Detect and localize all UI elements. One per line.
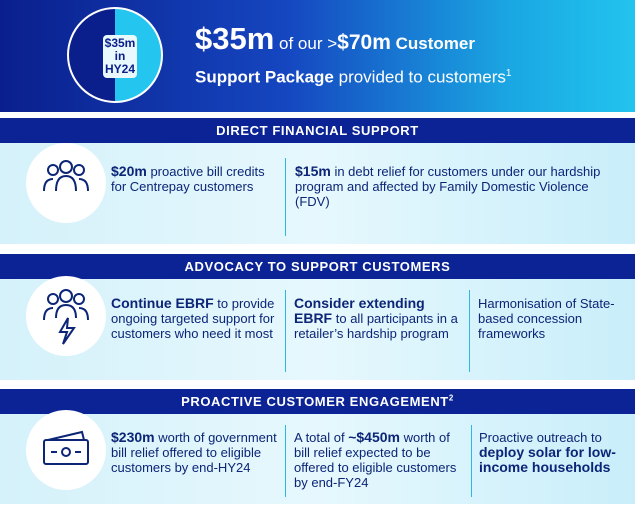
item-text: $20m proactive bill credits for Centrepa… <box>111 163 276 195</box>
footnote-ref: 2 <box>448 393 454 403</box>
item-text: Continue EBRF to provide ongoing targete… <box>111 295 279 342</box>
footnote-ref: 1 <box>505 68 512 79</box>
item-emphasis: ~$450m <box>348 429 400 445</box>
item-text: Proactive outreach to deploy solar for l… <box>479 430 629 475</box>
section-panel <box>0 279 635 380</box>
headline-total: $70m <box>337 31 391 54</box>
section-title: DIRECT FINANCIAL SUPPORT <box>0 118 635 143</box>
item-segment: worth of bill relief expected to be offe… <box>294 430 457 490</box>
column-divider <box>285 158 286 236</box>
headline-text: Customer <box>395 34 475 53</box>
section-title-text: ADVOCACY TO SUPPORT CUSTOMERS <box>184 259 451 274</box>
item-emphasis: deploy solar for low-income households <box>479 444 616 475</box>
section-panel <box>0 414 635 504</box>
item-emphasis: $230m <box>111 429 155 445</box>
badge-circle <box>67 7 163 103</box>
item-segment: in debt relief for customers under our h… <box>295 164 601 209</box>
item-emphasis: Continue EBRF <box>111 295 214 311</box>
item-segment: proactive bill credits for Centrepay cus… <box>111 164 265 194</box>
item-segment: worth of government bill relief offered … <box>111 430 277 475</box>
item-segment: to provide ongoing targeted support for … <box>111 296 275 341</box>
item-text: Harmonisation of State-based concession … <box>478 296 630 341</box>
advocacy-icon <box>26 276 106 356</box>
headline-amount: $35m <box>195 21 275 56</box>
column-divider <box>471 425 472 497</box>
item-emphasis: $20m <box>111 163 147 179</box>
item-segment: A total of <box>294 430 345 445</box>
item-emphasis: $15m <box>295 163 331 179</box>
headline-text: of our > <box>279 34 338 53</box>
section-title: PROACTIVE CUSTOMER ENGAGEMENT2 <box>0 389 635 414</box>
money-icon <box>26 410 106 490</box>
item-segment: Harmonisation of State-based concession … <box>478 296 615 341</box>
item-segment: to all participants in a retailer’s hard… <box>294 311 458 341</box>
section-title-text: DIRECT FINANCIAL SUPPORT <box>216 123 419 138</box>
badge-line: HY24 <box>104 62 136 76</box>
column-divider <box>469 290 470 372</box>
section-title: ADVOCACY TO SUPPORT CUSTOMERS <box>0 254 635 279</box>
item-text: $230m worth of government bill relief of… <box>111 429 279 476</box>
headline-text: provided to customers <box>338 67 506 87</box>
item-text: A total of ~$450m worth of bill relief e… <box>294 429 466 491</box>
column-divider <box>285 425 286 497</box>
column-divider <box>285 290 286 372</box>
headline-text: Support Package <box>195 67 334 87</box>
headline: $35m of our >$70m Customer Support Packag… <box>195 21 625 93</box>
badge-line: in <box>114 49 126 63</box>
badge-line: $35m <box>104 36 136 50</box>
item-emphasis: Consider extending EBRF <box>294 295 425 326</box>
item-segment: Proactive outreach to <box>479 430 602 445</box>
section-panel <box>0 143 635 244</box>
item-text: Consider extending EBRF to all participa… <box>294 295 464 342</box>
badge-label: $35m in HY24 <box>103 35 137 78</box>
people-icon <box>26 143 106 223</box>
section-title-text: PROACTIVE CUSTOMER ENGAGEMENT <box>181 394 449 409</box>
item-text: $15m in debt relief for customers under … <box>295 163 615 210</box>
